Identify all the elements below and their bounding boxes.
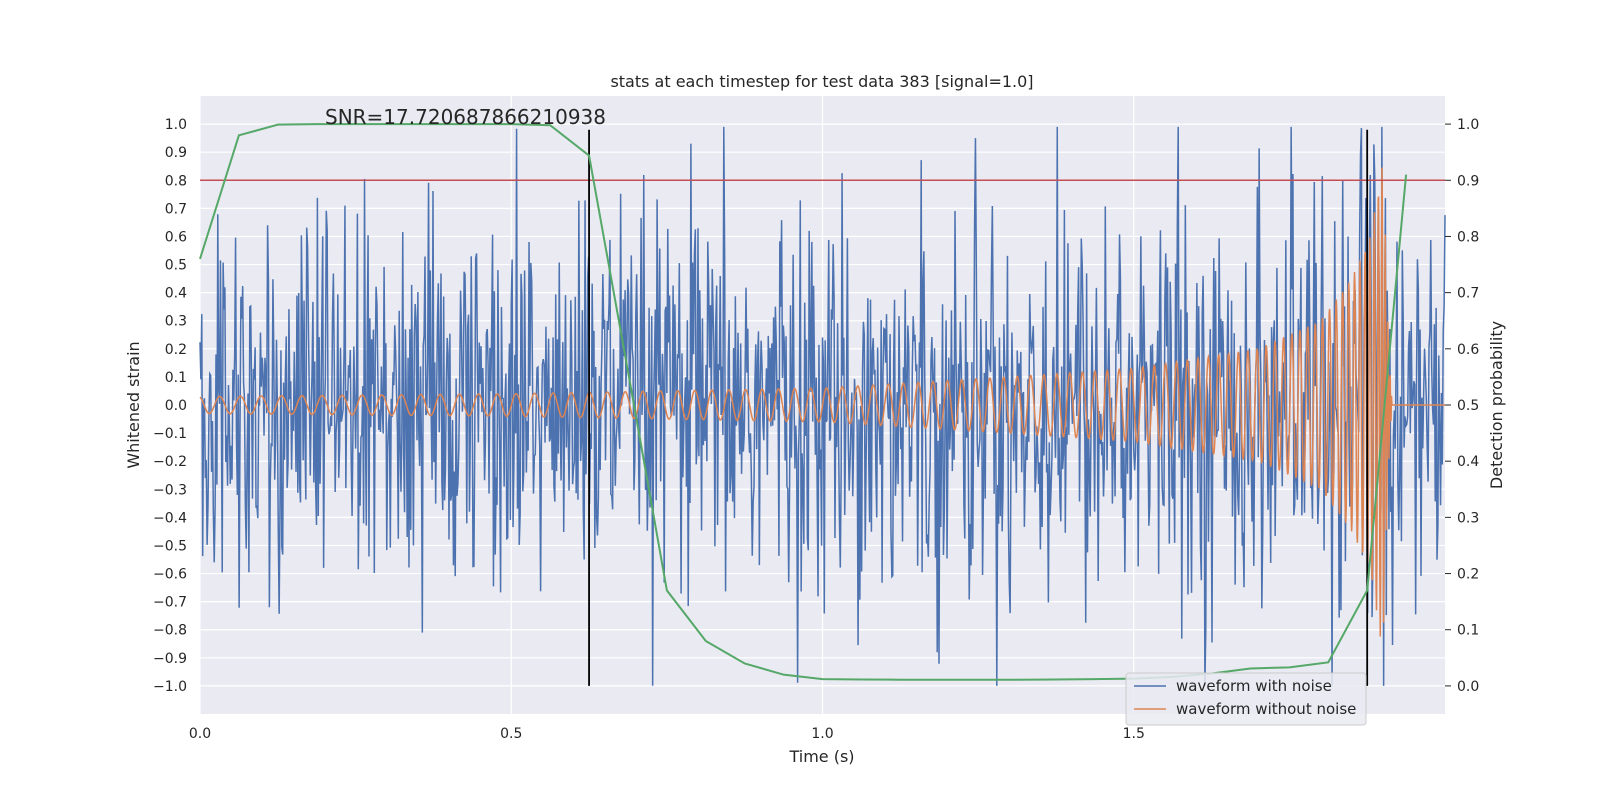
- y-left-tick-label: 0.2: [165, 342, 187, 358]
- y-right-tick-label: 0.1: [1457, 623, 1479, 639]
- snr-annotation: SNR=17.720687866210938: [325, 105, 606, 129]
- series-waveform-without-noise: [199, 167, 1445, 637]
- chart-title: stats at each timestep for test data 383…: [610, 72, 1033, 91]
- x-ticks: 0.0 0.5 1.0 1.5: [189, 726, 1145, 742]
- y-right-tick-label: 0.9: [1457, 173, 1479, 189]
- y-left-ticks: 1.0 0.9 0.8 0.7 0.6 0.5 0.4 0.3 0.2 0.1 0.0 −0.1 −0.…: [153, 117, 187, 695]
- y-right-tick-label: 0.2: [1457, 567, 1479, 583]
- y-left-tick-label: −0.4: [153, 510, 187, 526]
- y-right-tick-label: 0.8: [1457, 229, 1479, 245]
- y-left-tick-label: −0.8: [153, 623, 187, 639]
- y-right-tick-label: 0.4: [1457, 454, 1479, 470]
- legend-label-clean: waveform without noise: [1176, 700, 1356, 718]
- y-left-tick-label: −0.9: [153, 651, 187, 667]
- x-axis-label: Time (s): [788, 747, 854, 766]
- y-left-tick-label: −0.2: [153, 454, 187, 470]
- y-left-tick-label: 0.7: [165, 201, 187, 217]
- y-left-tick-label: 1.0: [165, 117, 187, 133]
- y-left-tick-label: 0.3: [165, 314, 187, 330]
- x-tick-label: 1.0: [811, 726, 833, 742]
- x-tick-label: 1.5: [1123, 726, 1145, 742]
- y-left-tick-label: 0.4: [165, 286, 187, 302]
- legend-label-noisy: waveform with noise: [1176, 677, 1332, 695]
- y-left-tick-label: 0.1: [165, 370, 187, 386]
- legend-box: [1125, 672, 1367, 726]
- y-left-tick-label: 0.9: [165, 145, 187, 161]
- y-left-tick-label: −0.6: [153, 567, 187, 583]
- y-left-tick-label: 0.5: [165, 258, 187, 274]
- y-right-axis-label: Detection probability: [1487, 321, 1506, 489]
- y-left-tick-label: −0.5: [153, 538, 187, 554]
- x-tick-label: 0.0: [189, 726, 211, 742]
- legend: waveform with noise waveform without noi…: [1125, 672, 1367, 726]
- y-right-tick-label: 0.3: [1457, 510, 1479, 526]
- y-right-ticks: 1.0 0.9 0.8 0.7 0.6 0.5 0.4 0.3 0.2 0.1 0.0: [1445, 117, 1479, 695]
- y-right-tick-label: 0.7: [1457, 286, 1479, 302]
- y-right-tick-label: 0.0: [1457, 679, 1479, 695]
- y-left-tick-label: 0.0: [165, 398, 187, 414]
- y-right-tick-label: 0.5: [1457, 398, 1479, 414]
- y-right-tick-label: 1.0: [1457, 117, 1479, 133]
- y-left-tick-label: −0.1: [153, 426, 187, 442]
- x-tick-label: 0.5: [500, 726, 522, 742]
- y-left-tick-label: −1.0: [153, 679, 187, 695]
- y-left-tick-label: 0.8: [165, 173, 187, 189]
- y-left-tick-label: 0.6: [165, 229, 187, 245]
- y-left-tick-label: −0.7: [153, 595, 187, 611]
- y-left-axis-label: Whitened strain: [124, 341, 143, 468]
- series-waveform-with-noise: [199, 126, 1446, 686]
- y-left-tick-label: −0.3: [153, 482, 187, 498]
- vertical-markers: [588, 129, 1369, 686]
- y-right-tick-label: 0.6: [1457, 342, 1479, 358]
